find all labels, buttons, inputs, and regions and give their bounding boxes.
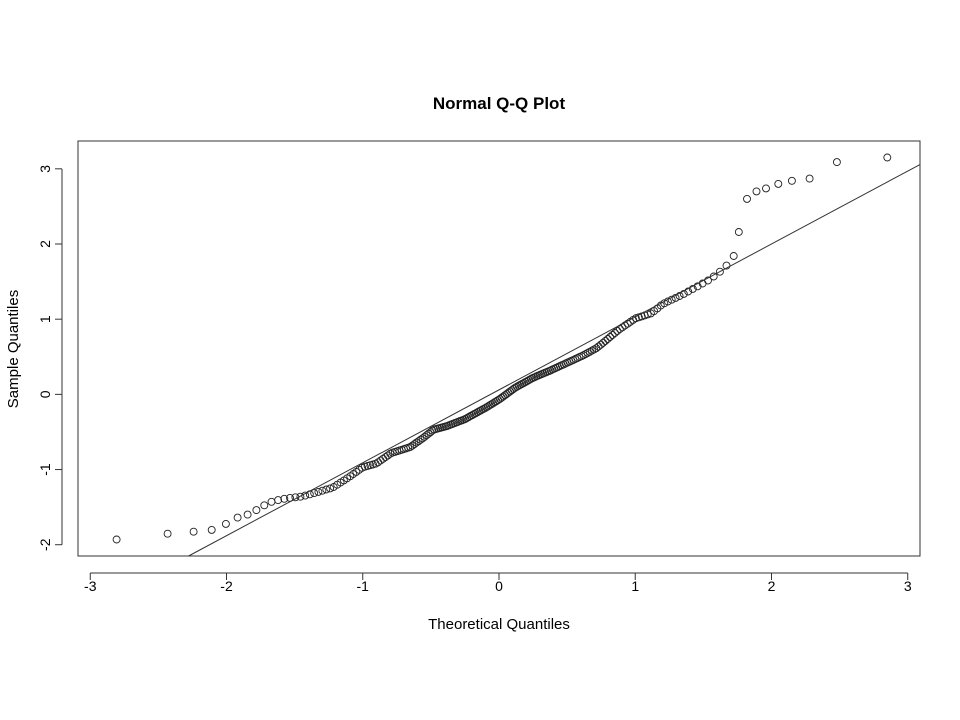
data-point <box>603 335 612 343</box>
data-point <box>832 158 841 167</box>
y-axis-label: Sample Quantiles <box>5 290 22 408</box>
data-point <box>428 426 437 435</box>
data-point <box>416 435 425 444</box>
x-tick-label: 0 <box>495 578 503 594</box>
y-tick-label: -2 <box>37 538 53 551</box>
data-point <box>252 506 261 515</box>
data-point <box>704 276 712 285</box>
x-tick-label: 3 <box>904 578 912 594</box>
data-point <box>688 284 697 293</box>
data-point <box>590 345 599 354</box>
data-point <box>613 327 622 335</box>
data-point <box>610 329 619 337</box>
x-tick-label: -1 <box>357 578 370 594</box>
data-point <box>310 489 319 498</box>
data-point <box>715 267 724 276</box>
data-point <box>643 310 652 319</box>
data-point <box>189 527 198 536</box>
data-point <box>267 497 276 506</box>
data-point <box>296 492 305 501</box>
x-tick-label: 1 <box>631 578 639 594</box>
data-point <box>599 338 608 347</box>
x-tick-label: -3 <box>84 578 97 594</box>
data-point <box>280 494 289 503</box>
data-point <box>314 487 323 496</box>
x-tick-label: 2 <box>768 578 776 594</box>
data-points <box>112 153 892 544</box>
y-tick-label: 0 <box>37 390 53 398</box>
data-point <box>743 194 751 203</box>
data-point <box>883 153 892 162</box>
data-point <box>623 319 632 328</box>
chart-title: Normal Q-Q Plot <box>433 94 566 113</box>
data-point <box>805 174 814 183</box>
plot-frame <box>77 140 921 557</box>
data-point <box>734 228 743 236</box>
y-tick-label: 2 <box>37 240 53 248</box>
data-point <box>163 529 172 538</box>
data-point <box>112 535 121 544</box>
data-point <box>326 484 335 493</box>
data-point <box>675 292 684 300</box>
y-tick-label: 3 <box>37 165 53 173</box>
data-point <box>414 437 423 446</box>
x-tick-label: -2 <box>220 578 233 594</box>
reference-line <box>188 164 921 557</box>
x-axis: -3 -2 -1 0 1 2 3 <box>84 572 912 594</box>
data-point <box>233 513 242 522</box>
data-point <box>583 348 592 357</box>
data-point <box>722 261 731 270</box>
data-point <box>684 287 693 296</box>
data-point <box>585 347 594 356</box>
data-point <box>412 438 421 447</box>
x-axis-label: Theoretical Quantiles <box>428 616 570 633</box>
data-point <box>608 331 617 339</box>
data-point <box>596 340 605 349</box>
data-point <box>381 453 390 462</box>
y-axis: -2 -1 0 1 2 3 <box>37 165 63 551</box>
data-point <box>221 519 230 528</box>
data-point <box>322 485 331 494</box>
data-point <box>588 346 596 355</box>
data-point <box>729 252 738 260</box>
data-point <box>592 344 601 353</box>
data-point <box>207 525 216 534</box>
data-point <box>579 351 588 360</box>
data-point <box>762 184 770 193</box>
data-point <box>274 496 283 505</box>
data-point <box>774 179 783 188</box>
data-point <box>305 490 314 499</box>
data-point <box>260 501 269 510</box>
y-tick-label: -1 <box>37 463 53 476</box>
data-point <box>752 187 761 196</box>
data-point <box>379 454 388 463</box>
data-point <box>410 440 419 449</box>
data-point <box>787 176 796 185</box>
data-point <box>606 333 615 341</box>
data-point <box>577 352 586 361</box>
data-point <box>243 510 252 519</box>
data-point <box>601 336 610 345</box>
data-point <box>318 486 327 495</box>
data-point <box>383 451 392 460</box>
y-tick-label: 1 <box>37 315 53 323</box>
data-point <box>408 441 417 450</box>
data-point <box>671 293 680 302</box>
data-point <box>532 372 541 381</box>
data-point <box>406 443 415 451</box>
data-point <box>581 350 590 359</box>
